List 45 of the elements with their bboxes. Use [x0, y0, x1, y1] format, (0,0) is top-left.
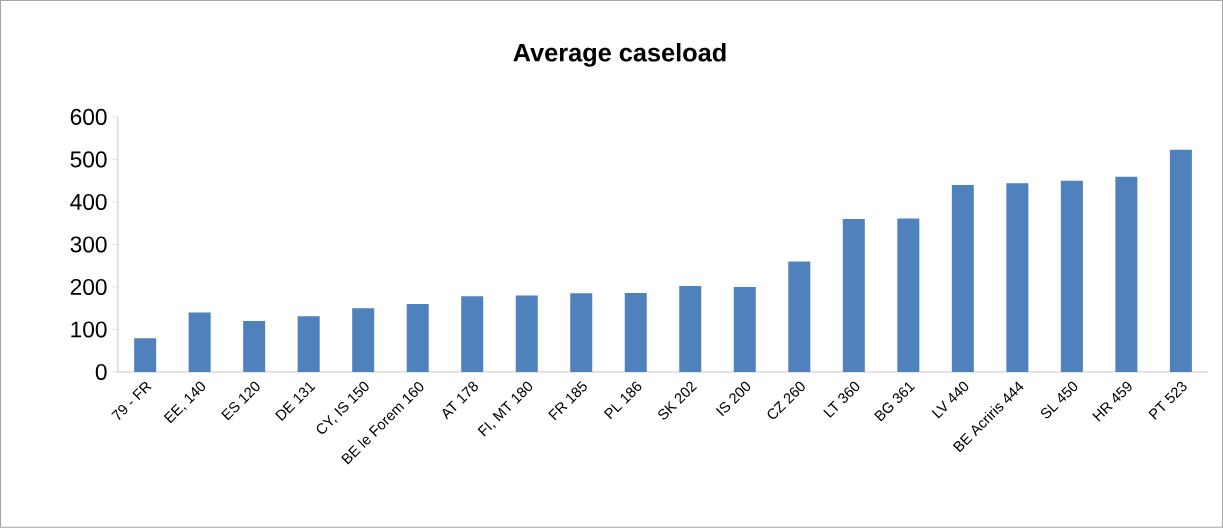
bar [1115, 176, 1138, 373]
bar [1060, 180, 1083, 373]
x-tick-label: ES 120 [221, 381, 260, 421]
x-tick-label: CY, IS 150 [316, 381, 369, 434]
y-tick-label: 600 [70, 108, 107, 126]
x-tick-label: AT 178 [442, 381, 478, 420]
bar [733, 287, 756, 373]
bar [134, 338, 157, 373]
bar [352, 308, 375, 373]
y-tick-label: 100 [71, 321, 107, 338]
bar [406, 304, 429, 373]
x-tick-label: CZ 260 [767, 381, 805, 419]
x-tick-label: SK 202 [658, 381, 697, 420]
bar [788, 261, 811, 373]
bar [842, 218, 865, 373]
x-tick-label: EE, 140 [163, 381, 206, 424]
bar [624, 292, 647, 373]
x-tick-label: SL 450 [1040, 381, 1078, 419]
x-tick-label: FI, MT 180 [477, 381, 533, 437]
x-tick-label: DE 131 [275, 382, 316, 421]
bar [679, 286, 702, 373]
x-tick-label: HR 459 [1092, 381, 1132, 422]
bar [297, 316, 320, 373]
bar [897, 218, 920, 373]
x-tick-label: PT 523 [1148, 381, 1187, 420]
bar [1169, 149, 1192, 373]
bar [515, 295, 538, 373]
bar [570, 293, 593, 373]
x-tick-label: FR 185 [548, 380, 587, 421]
y-tick-label: 500 [70, 151, 107, 168]
x-tick-label: LT 360 [823, 381, 860, 418]
y-tick-label: 0 [95, 363, 107, 381]
x-tick-label: LV 440 [931, 381, 969, 419]
bar [243, 321, 266, 373]
x-tick-label: BG 361 [874, 382, 916, 422]
y-tick-label: 300 [70, 236, 107, 253]
bar [1006, 183, 1029, 373]
chart-title: Average caseload [513, 43, 726, 67]
y-tick-label: 200 [70, 278, 107, 296]
x-tick-label: 79 - FR [111, 382, 152, 420]
x-tick-label: PL 186 [603, 381, 642, 420]
bar [188, 312, 211, 373]
bar [951, 184, 974, 373]
bar [461, 296, 484, 373]
y-tick-label: 400 [70, 193, 107, 211]
